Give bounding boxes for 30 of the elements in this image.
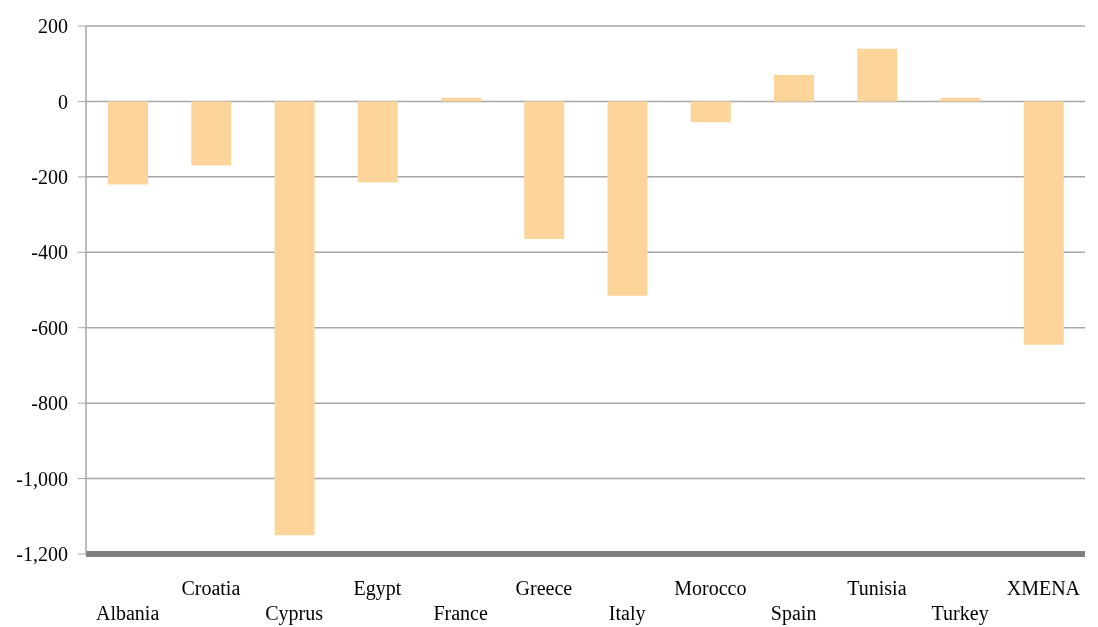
bar [1023,101,1064,345]
y-tick-label: -1,000 [16,467,68,490]
x-tick-label: Spain [770,602,817,625]
bar [774,75,814,102]
x-tick-label: Cyprus [265,602,324,625]
bar [274,101,315,536]
bar [607,101,648,296]
x-tick-label: Turkey [931,602,989,625]
x-tick-label: Egypt [353,577,402,600]
y-tick-label: -200 [31,165,68,188]
bar [690,101,731,123]
bar [191,101,232,166]
y-tick-label: 200 [38,15,68,38]
bar [524,101,565,240]
y-tick-label: -400 [31,241,68,264]
bar [108,101,148,185]
y-tick-label: -1,200 [16,543,68,566]
bar [857,48,898,102]
bar [357,101,398,183]
x-tick-label: XMENA [1006,577,1081,599]
x-tick-label: Croatia [181,577,241,599]
x-tick-label: Albania [95,602,160,624]
y-tick-label: 0 [58,90,68,113]
x-tick-label: Greece [515,577,573,599]
x-tick-label: France [433,602,488,624]
x-tick-label: Italy [608,602,646,625]
y-tick-label: -800 [31,392,68,415]
x-tick-label: Tunisia [847,577,907,599]
y-tick-label: -600 [31,316,68,339]
x-tick-label: Morocco [674,577,747,599]
